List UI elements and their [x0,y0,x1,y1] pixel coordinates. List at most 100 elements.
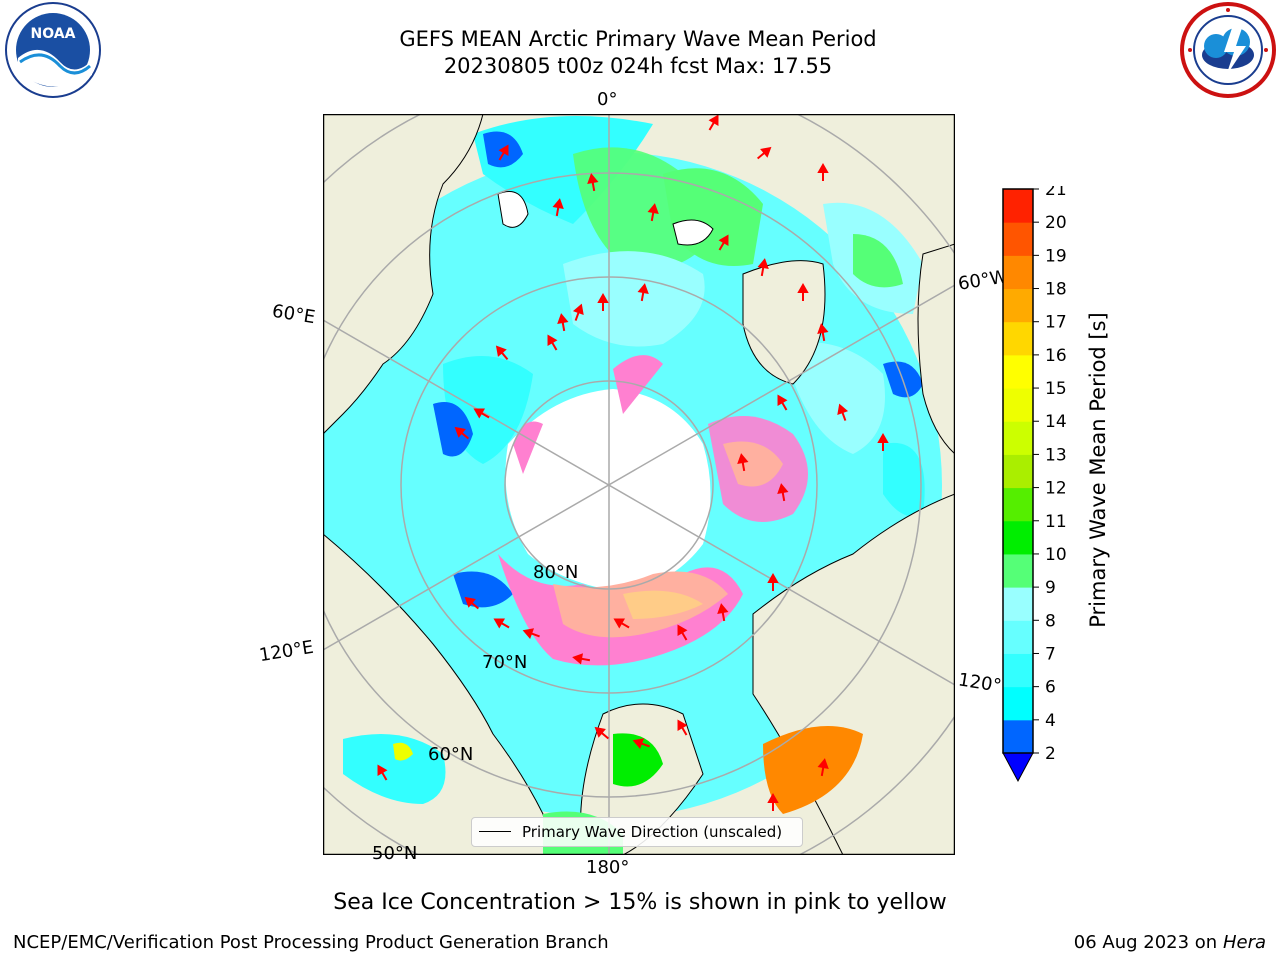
colorbar-tick-label: 13 [1045,445,1067,465]
svg-text:NOAA: NOAA [31,26,76,42]
colorbar-label: Primary Wave Mean Period [s] [1086,312,1110,628]
colorbar-tick-label: 11 [1045,512,1067,532]
graticule [323,114,955,855]
map-frame [323,114,955,855]
colorbar-tick-label: 6 [1045,678,1056,698]
sea-ice-caption: Sea Ice Concentration > 15% is shown in … [333,890,947,915]
colorbar-band [1003,719,1033,754]
wave-arrow [522,628,540,640]
wave-arrow [637,283,649,302]
colorbar-band [1003,587,1033,621]
polar-stereographic-map [323,114,955,855]
chart-subtitle: 20230805 t00z 024h fcst Max: 17.55 [443,54,833,78]
noaa-logo: NOAA [5,2,101,98]
colorbar-tick-label: 7 [1045,644,1056,664]
wave-arrow [587,173,599,192]
colorbar-band [1003,487,1033,522]
wave-arrow [756,146,772,160]
colorbar-band [1003,388,1033,422]
lon-label-60e: 60°E [270,300,317,329]
wave-arrow [757,258,769,277]
colorbar: 2 4 6 7 8 9 10 11 12 13 14 15 16 17 18 19 20 21 [1002,186,1067,783]
wave-arrow [777,483,789,502]
wave-arrow [677,719,688,736]
colorbar-band [1003,321,1033,356]
lat-label-60n: 60°N [428,744,474,765]
colorbar-under-triangle [1002,752,1034,783]
wave-arrow [817,162,829,181]
colorbar-band [1003,288,1033,323]
colorbar-tick-label: 9 [1045,578,1056,598]
wave-arrow [718,234,729,251]
wave-arrow [377,764,388,781]
nws-logo [1180,2,1276,98]
colorbar-tick-label: 18 [1045,280,1067,300]
map-legend: Primary Wave Direction (unscaled) [471,817,803,847]
lon-label-180: 180° [586,857,630,878]
wave-arrow [817,758,829,777]
colorbar-band [1003,255,1033,290]
colorbar-band [1003,653,1033,688]
colorbar-tick-label: 20 [1045,213,1067,233]
colorbar-band [1003,520,1033,555]
lat-label-50n: 50°N [372,843,418,864]
colorbar-tick-label: 17 [1045,313,1067,333]
wave-direction-arrows [377,114,889,811]
wave-arrow [647,203,659,222]
footer-date: 06 Aug 2023 on Hera [1074,932,1266,953]
colorbar-band [1003,222,1033,256]
wave-arrow [797,282,809,301]
footer-date-text: 06 Aug 2023 on [1073,932,1218,953]
wave-arrow [547,334,558,351]
wave-arrow [464,596,480,610]
wave-arrow [767,572,779,591]
wave-arrow [495,345,509,361]
wave-arrow [594,726,610,740]
colorbar-tick-label: 16 [1045,346,1067,366]
colorbar-tick-label: 2 [1045,744,1056,764]
wave-arrow [557,313,569,332]
legend-line-sample [479,831,511,832]
colorbar-band [1003,686,1033,721]
colorbar-band [1003,421,1033,455]
wave-arrow [498,144,509,161]
colorbar-band [1003,354,1033,389]
wave-arrow [613,618,630,629]
colorbar-band [1003,454,1033,489]
wave-arrow [597,292,609,311]
colorbar-tick-label: 4 [1045,711,1056,731]
colorbar-tick-label: 8 [1045,611,1056,631]
wave-arrow [677,624,688,641]
colorbar-outline [1002,188,1034,754]
lat-label-70n: 70°N [482,652,528,673]
colorbar-tick-label: 15 [1045,379,1067,399]
lon-label-0: 0° [597,89,618,110]
wave-arrow [552,198,564,217]
colorbar-tick-label: 21 [1045,186,1067,200]
wave-arrow [572,303,584,321]
lon-label-120e: 120°E [257,636,316,667]
wave-arrow [737,453,749,472]
colorbar-band [1003,553,1033,588]
colorbar-tick-label: 14 [1045,412,1067,432]
colorbar-tick-label: 12 [1045,479,1067,499]
footer-branch: NCEP/EMC/Verification Post Processing Pr… [13,932,609,953]
colorbar-band [1003,189,1033,223]
wave-arrow [837,403,849,421]
footer-host: Hera [1222,932,1266,953]
chart-title: GEFS MEAN Arctic Primary Wave Mean Perio… [399,27,877,51]
wave-arrow [493,618,510,629]
wave-arrow [817,323,829,342]
wave-arrow [473,408,490,419]
wave-arrow [877,432,889,451]
legend-text: Primary Wave Direction (unscaled) [522,823,783,841]
wave-arrow [632,738,650,750]
lat-label-80n: 80°N [533,562,579,583]
colorbar-tick-label: 10 [1045,545,1067,565]
wave-arrow [708,114,719,131]
wave-arrow [572,653,591,665]
wave-arrow [717,603,729,622]
wave-arrow [454,426,470,440]
wave-arrow [767,792,779,811]
wave-arrow [777,394,788,411]
